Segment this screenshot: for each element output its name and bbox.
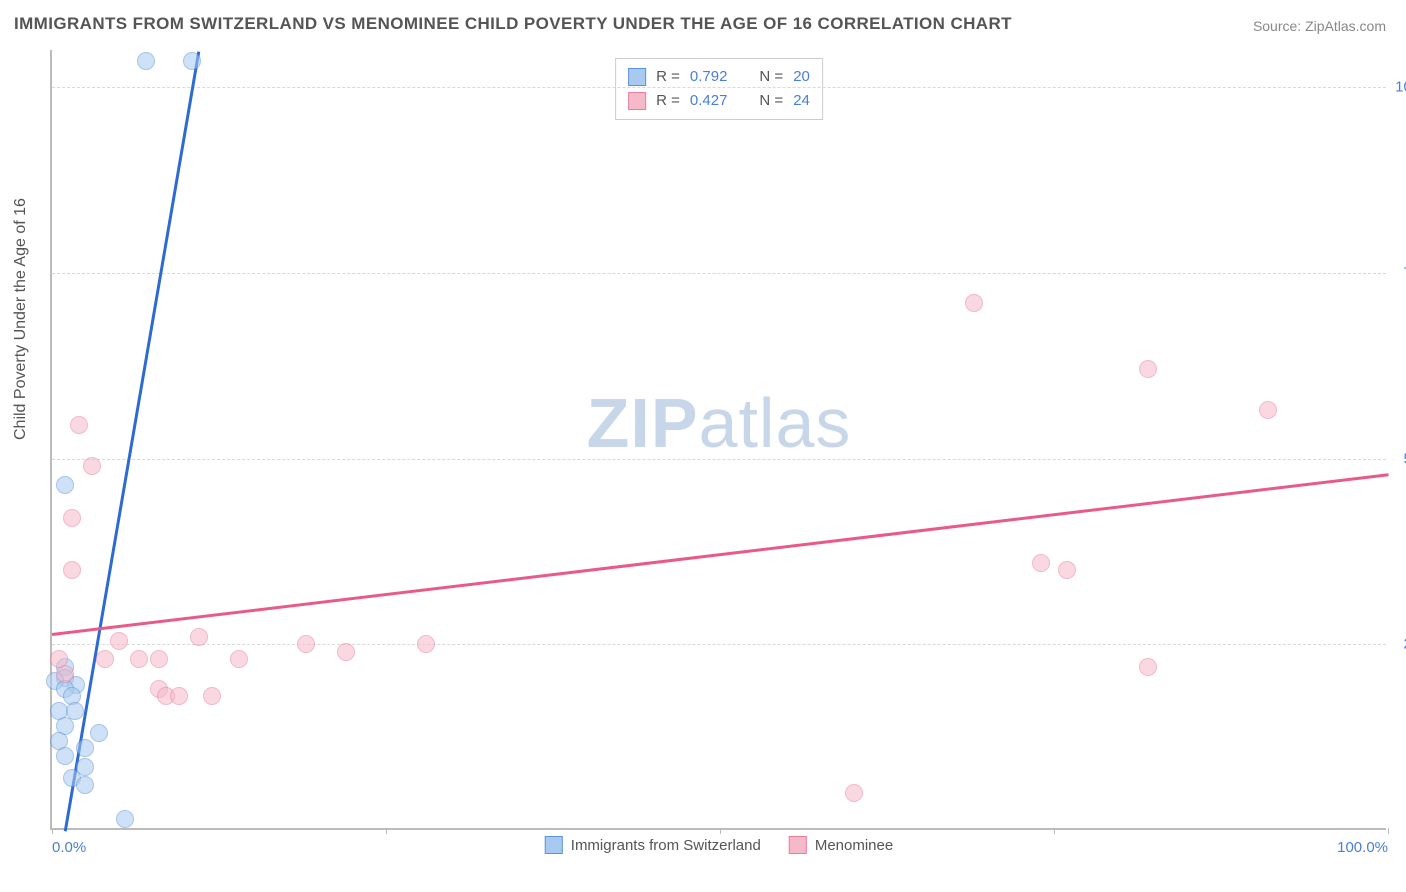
legend-swatch: [628, 68, 646, 86]
data-point: [90, 724, 108, 742]
xtick: [1054, 828, 1055, 834]
data-point: [76, 776, 94, 794]
n-value: 24: [793, 89, 810, 113]
legend-swatch: [545, 836, 563, 854]
data-point: [70, 416, 88, 434]
data-point: [1032, 554, 1050, 572]
data-point: [1139, 360, 1157, 378]
data-point: [96, 650, 114, 668]
data-point: [150, 650, 168, 668]
gridline: [52, 87, 1386, 88]
n-value: 20: [793, 65, 810, 89]
trend-line: [52, 473, 1388, 635]
r-value: 0.792: [690, 65, 728, 89]
data-point: [965, 294, 983, 312]
ytick-label: 50.0%: [1391, 450, 1406, 467]
data-point: [190, 628, 208, 646]
legend-series-item: Immigrants from Switzerland: [545, 836, 761, 854]
gridline: [52, 273, 1386, 274]
data-point: [137, 52, 155, 70]
y-axis-label: Child Poverty Under the Age of 16: [12, 198, 30, 440]
xtick-label: 100.0%: [1337, 839, 1388, 856]
data-point: [170, 687, 188, 705]
data-point: [337, 643, 355, 661]
gridline: [52, 459, 1386, 460]
legend-stats: R = 0.792 N = 20 R = 0.427 N = 24: [615, 58, 823, 120]
xtick: [52, 828, 53, 834]
data-point: [116, 810, 134, 828]
data-point: [203, 687, 221, 705]
ytick-label: 100.0%: [1391, 79, 1406, 96]
legend-series: Immigrants from Switzerland Menominee: [531, 836, 907, 858]
xtick: [1388, 828, 1389, 834]
r-label: R =: [656, 89, 680, 113]
data-point: [845, 784, 863, 802]
n-label: N =: [759, 89, 783, 113]
r-label: R =: [656, 65, 680, 89]
data-point: [297, 635, 315, 653]
ytick-label: 75.0%: [1391, 264, 1406, 281]
correlation-chart: IMMIGRANTS FROM SWITZERLAND VS MENOMINEE…: [0, 0, 1406, 892]
gridline: [52, 644, 1386, 645]
data-point: [63, 509, 81, 527]
plot-area: ZIPatlas R =0.792N =20R =0.427N =24 Immi…: [50, 50, 1386, 830]
ytick-label: 25.0%: [1391, 636, 1406, 653]
legend-stats-row: R = 0.792 N = 20: [628, 65, 810, 89]
data-point: [56, 476, 74, 494]
data-point: [130, 650, 148, 668]
data-point: [50, 650, 68, 668]
xtick: [386, 828, 387, 834]
data-point: [230, 650, 248, 668]
data-point: [83, 457, 101, 475]
r-value: 0.427: [690, 89, 728, 113]
data-point: [1058, 561, 1076, 579]
data-point: [76, 739, 94, 757]
legend-series-item: Menominee: [789, 836, 893, 854]
source-label: Source: ZipAtlas.com: [1253, 18, 1386, 34]
data-point: [63, 561, 81, 579]
trend-line: [64, 51, 200, 831]
data-point: [110, 632, 128, 650]
data-point: [1259, 401, 1277, 419]
data-point: [56, 747, 74, 765]
data-point: [417, 635, 435, 653]
xtick-label: 0.0%: [52, 839, 86, 856]
legend-series-label: Menominee: [815, 837, 893, 854]
legend-series-label: Immigrants from Switzerland: [571, 837, 761, 854]
legend-stats-row: R = 0.427 N = 24: [628, 89, 810, 113]
xtick: [720, 828, 721, 834]
data-point: [1139, 658, 1157, 676]
watermark: ZIPatlas: [587, 383, 852, 463]
data-point: [183, 52, 201, 70]
chart-title: IMMIGRANTS FROM SWITZERLAND VS MENOMINEE…: [14, 14, 1012, 34]
legend-swatch: [789, 836, 807, 854]
legend-swatch: [628, 92, 646, 110]
n-label: N =: [759, 65, 783, 89]
